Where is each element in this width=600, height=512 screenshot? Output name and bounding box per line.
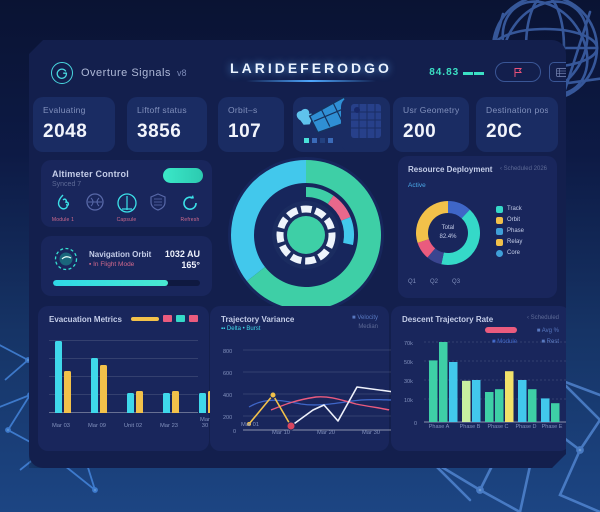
svg-text:Mar 01: Mar 01	[241, 422, 259, 428]
svg-text:Phase A: Phase A	[429, 424, 450, 429]
svg-text:Phase C: Phase C	[487, 424, 508, 429]
svg-text:Phase B: Phase B	[460, 424, 481, 429]
svg-text:10k: 10k	[404, 398, 413, 404]
svg-text:70k: 70k	[404, 341, 413, 347]
svg-text:Phase D: Phase D	[515, 424, 536, 429]
svg-text:0: 0	[233, 429, 236, 435]
svg-text:Mar 10: Mar 10	[272, 430, 290, 436]
svg-text:600: 600	[223, 371, 232, 377]
svg-text:Phase E: Phase E	[542, 424, 563, 429]
svg-text:200: 200	[223, 415, 232, 421]
svg-text:0: 0	[414, 421, 417, 427]
svg-text:400: 400	[223, 393, 232, 399]
svg-text:Mar 20: Mar 20	[317, 430, 335, 436]
svg-text:–: –	[386, 407, 390, 413]
svg-text:Mar 30: Mar 30	[362, 430, 380, 436]
svg-text:30k: 30k	[404, 379, 413, 385]
svg-text:800: 800	[223, 349, 232, 355]
svg-text:50k: 50k	[404, 360, 413, 366]
